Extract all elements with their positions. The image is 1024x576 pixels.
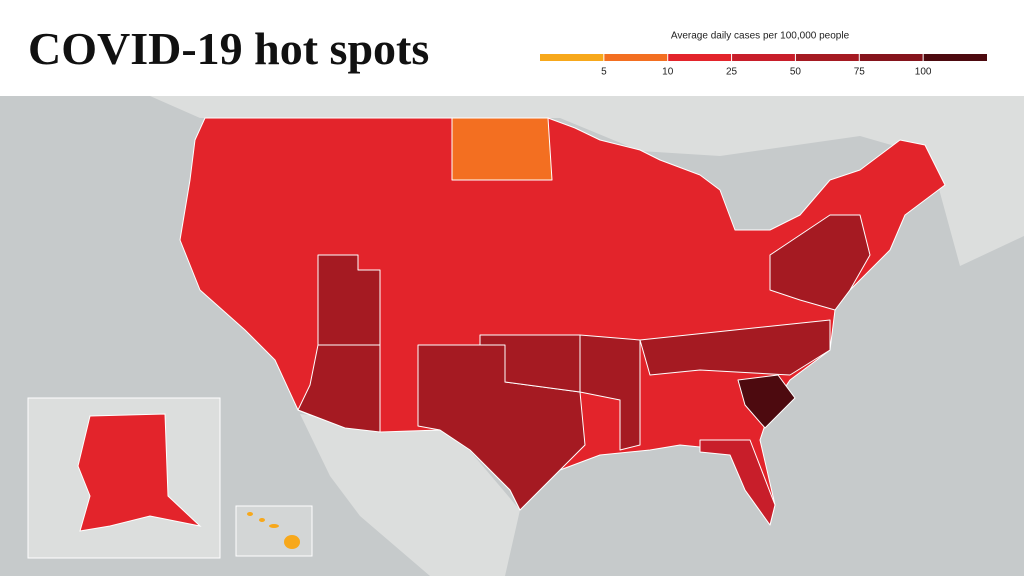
legend-swatch	[603, 54, 668, 61]
legend-swatch	[923, 54, 987, 61]
legend-swatch	[667, 54, 732, 61]
legend-swatch	[795, 54, 860, 61]
legend-tick-label: 75	[854, 67, 866, 78]
canada	[150, 96, 1024, 266]
map	[0, 96, 1024, 576]
arizona	[297, 344, 381, 433]
legend: Average daily cases per 100,000 people 5…	[540, 31, 987, 78]
legend-swatch	[731, 54, 796, 61]
alaska	[77, 413, 202, 532]
east-central	[639, 319, 831, 376]
mexico	[300, 414, 520, 576]
north-dakota	[451, 117, 553, 181]
legend-tick-label: 10	[662, 67, 674, 78]
legend-swatch	[859, 54, 924, 61]
legend-tick-label: 100	[915, 67, 932, 78]
legend-tick-label: 50	[790, 67, 802, 78]
legend-swatch	[540, 54, 604, 61]
hawaii	[247, 512, 300, 549]
page-title: COVID-19 hot spots	[28, 23, 430, 74]
florida	[699, 439, 776, 526]
northeast	[769, 214, 871, 311]
south-carolina	[737, 374, 796, 429]
legend-tick-label: 25	[726, 67, 738, 78]
legend-title: Average daily cases per 100,000 people	[671, 31, 850, 42]
legend-tick-label: 5	[601, 67, 607, 78]
